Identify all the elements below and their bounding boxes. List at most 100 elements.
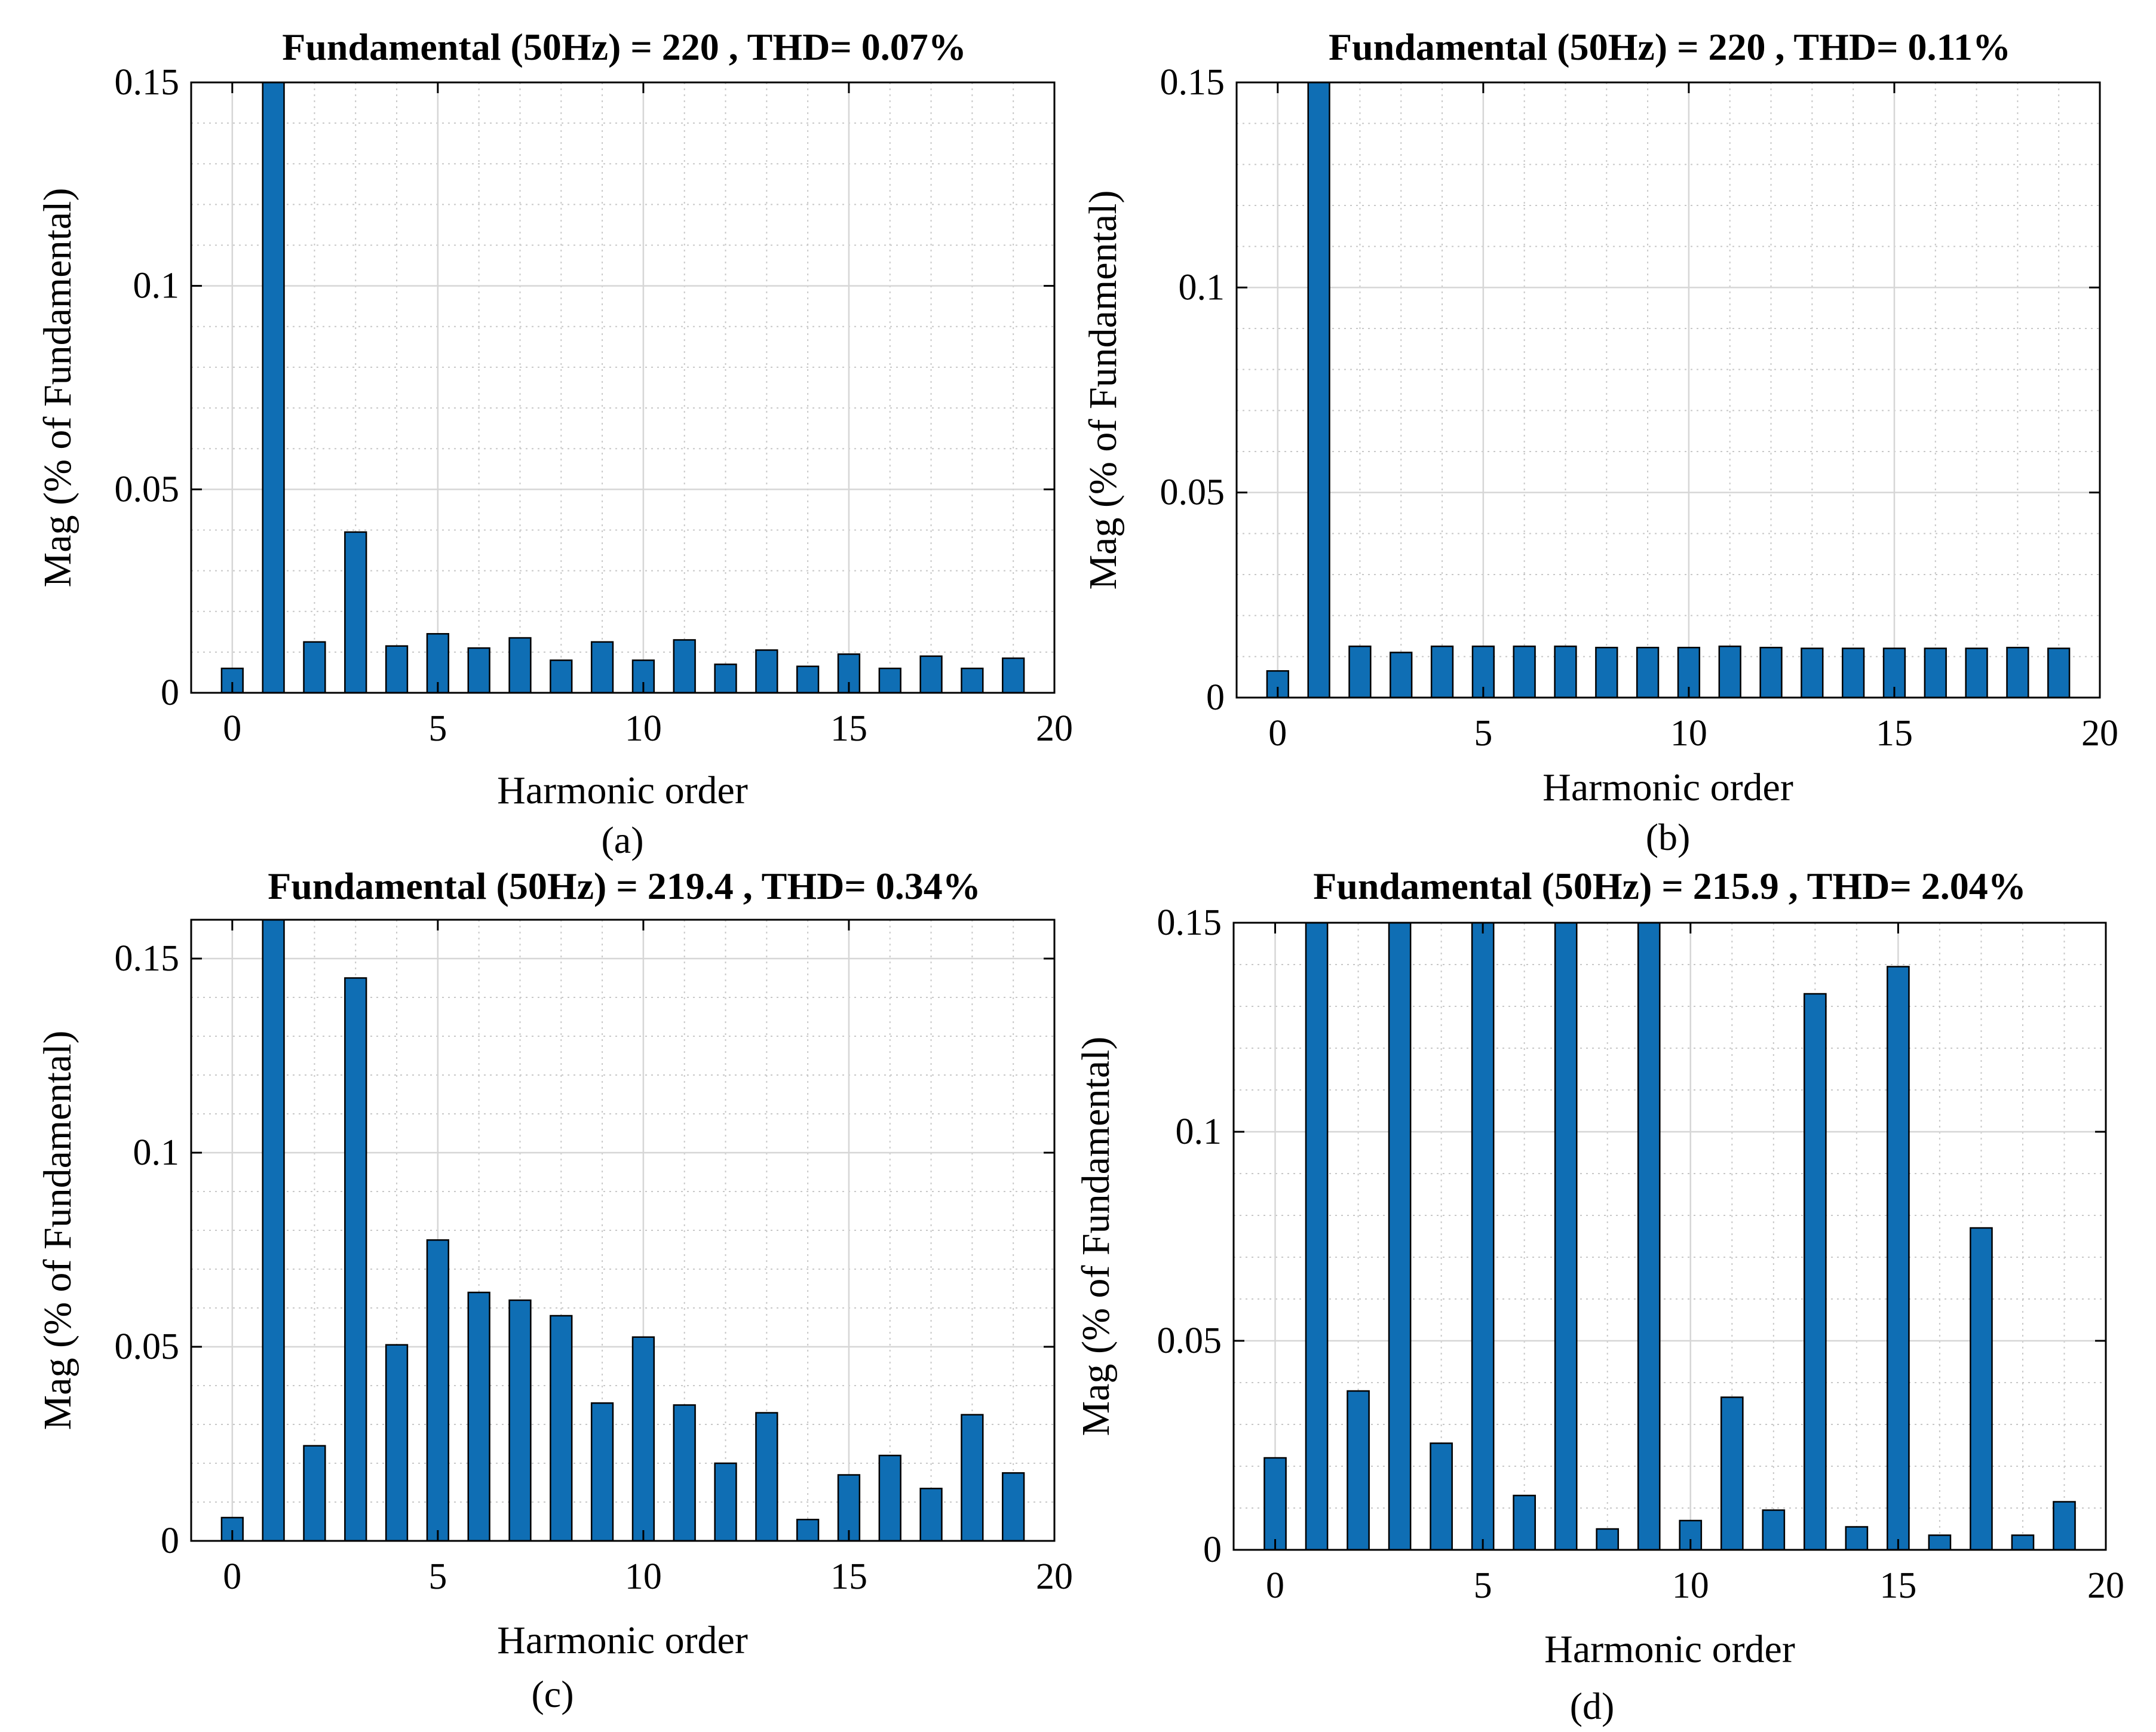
panel-b-ticks: 0 5 10 15 20 0 0.05 0.1 0.15: [1160, 62, 2119, 754]
panel-b-bar-12: [1759, 646, 1783, 699]
panel-a-bar-17: [919, 655, 943, 694]
panel-d-bars: [1263, 922, 2076, 1551]
panel-c-x-tick-label: 5: [428, 1556, 447, 1597]
panel-c-bar-8: [550, 1315, 573, 1542]
panel-b-bar-18: [2006, 646, 2029, 699]
panel-d-bar-19: [2053, 1501, 2076, 1551]
panel-b-title: Fundamental (50Hz) = 220 , THD= 0.11%: [1329, 26, 2011, 68]
panel-d-bar-2: [1347, 1390, 1370, 1551]
panel-c-bar-4: [385, 1344, 409, 1542]
panel-c-bar-14: [796, 1519, 820, 1542]
panel-a-caption: (a): [601, 819, 643, 861]
panel-d-bar-17: [1970, 1227, 1993, 1551]
panel-c-bar-18: [961, 1414, 984, 1542]
panel-c-bar-19: [1002, 1472, 1025, 1542]
panel-b-x-axis-label: Harmonic order: [1542, 766, 1793, 809]
panel-d-bar-1: [1305, 922, 1329, 1551]
panel-c-bar-12: [714, 1462, 737, 1542]
panel-d-ticks: 0 5 10 15 20 0 0.05 0.1 0.15: [1157, 902, 2125, 1606]
panel-b-x-tick-label: 5: [1474, 713, 1492, 754]
panel-d-x-tick-label: 20: [2087, 1565, 2124, 1606]
panel-b-bar-6: [1513, 645, 1536, 699]
panel-d-bar-13: [1804, 993, 1827, 1551]
panel-d-x-axis-label: Harmonic order: [1544, 1627, 1795, 1671]
panel-d-axes-box: [1232, 922, 2107, 1551]
panel-c-title: Fundamental (50Hz) = 219.4 , THD= 0.34%: [268, 865, 981, 907]
panel-a-title: Fundamental (50Hz) = 220 , THD= 0.07%: [282, 26, 967, 68]
panel-b-bar-13: [1801, 647, 1824, 699]
panel-c-y-axis-label: Mag (% of Fundamental): [36, 1031, 79, 1430]
panel-d-caption: (d): [1570, 1685, 1615, 1727]
panel-c-bar-7: [508, 1299, 532, 1542]
panel-c-bar-16: [878, 1454, 901, 1542]
panel-a-bar-1: [262, 81, 285, 694]
panel-c-bar-11: [673, 1404, 696, 1542]
panel-d-bar-16: [1928, 1534, 1952, 1551]
panel-b-x-tick-label: 0: [1268, 713, 1287, 754]
panel-a-bar-4: [385, 645, 409, 694]
panel-b-plot: 0 5 10 15 20 0 0.05 0.1 0.15: [1160, 62, 2119, 754]
panel-b-bar-11: [1718, 645, 1741, 699]
panel-b-y-tick-label: 0.05: [1160, 472, 1225, 513]
panel-d-y-tick-label: 0: [1203, 1530, 1222, 1570]
panel-c-axes-box: [190, 919, 1056, 1542]
panel-c-bar-13: [755, 1412, 778, 1542]
panel-c-bar-1: [262, 919, 285, 1542]
panel-c-bar-2: [303, 1445, 326, 1542]
panel-c-y-tick-label: 0.05: [115, 1326, 180, 1367]
panel-b-y-tick-label: 0.15: [1160, 62, 1225, 103]
panel-a-bar-19: [1002, 657, 1025, 694]
panel-d-bar-0: [1263, 1457, 1287, 1551]
panel-c-bar-17: [919, 1488, 943, 1542]
panel-c-x-tick-label: 15: [830, 1556, 867, 1597]
panel-b-bar-16: [1924, 647, 1947, 699]
panel-d-bar-7: [1554, 922, 1578, 1551]
panel-c-x-tick-label: 20: [1036, 1556, 1073, 1597]
panel-a: Fundamental (50Hz) = 220 , THD= 0.07% 0 5…: [36, 26, 1073, 861]
panel-c-x-tick-label: 0: [223, 1556, 241, 1597]
panel-b-x-tick-label: 20: [2081, 713, 2118, 754]
panel-c-y-tick-label: 0.15: [115, 938, 180, 979]
panel-b-caption: (b): [1646, 816, 1691, 858]
panel-d-bar-6: [1513, 1494, 1536, 1551]
panel-b-bar-2: [1348, 645, 1372, 699]
panel-c-bar-9: [590, 1402, 614, 1542]
panel-c: Fundamental (50Hz) = 219.4 , THD= 0.34% …: [36, 865, 1073, 1715]
panel-b-bar-1: [1307, 81, 1330, 699]
panel-a-y-tick-label: 0.1: [133, 266, 180, 306]
panel-d-y-tick-label: 0.1: [1176, 1111, 1222, 1152]
panel-d-x-tick-label: 15: [1879, 1565, 1916, 1606]
panel-d-x-tick-label: 5: [1474, 1565, 1492, 1606]
panel-c-bar-15: [837, 1474, 861, 1542]
panel-a-bars: [220, 81, 1025, 694]
panel-b-bar-7: [1554, 645, 1577, 699]
panel-a-bar-2: [303, 641, 326, 694]
panel-d-bar-5: [1471, 922, 1495, 1551]
panel-b-y-axis-label: Mag (% of Fundamental): [1081, 191, 1125, 590]
panel-a-bar-16: [878, 667, 901, 694]
panel-b-y-tick-label: 0: [1206, 677, 1225, 718]
panel-d-bar-11: [1720, 1396, 1744, 1551]
panel-b-bar-17: [1965, 647, 1988, 699]
panel-d-x-tick-label: 10: [1672, 1565, 1709, 1606]
panel-c-x-axis-label: Harmonic order: [497, 1619, 748, 1662]
panel-b-x-tick-label: 10: [1670, 713, 1707, 754]
panel-b-bars: [1266, 81, 2071, 699]
panel-a-bar-14: [796, 665, 820, 694]
panel-a-ticks: 0 5 10 15 20 0 0.05 0.1 0.15: [115, 62, 1074, 749]
panel-b-bar-8: [1595, 646, 1618, 699]
panel-c-bar-3: [344, 977, 367, 1542]
panel-b-bar-3: [1390, 652, 1413, 699]
panel-b-bar-14: [1842, 647, 1865, 699]
panel-c-ticks: 0 5 10 15 20 0 0.05 0.1 0.15: [115, 920, 1073, 1597]
panel-a-x-tick-label: 0: [223, 708, 241, 749]
panel-b-axes-box: [1235, 81, 2101, 699]
panel-a-y-axis-label: Mag (% of Fundamental): [36, 188, 79, 588]
panel-d-bar-4: [1430, 1442, 1453, 1551]
panel-c-caption: (c): [531, 1673, 573, 1715]
panel-c-bar-10: [631, 1336, 655, 1542]
panel-b-bar-4: [1430, 645, 1454, 699]
panel-d-x-tick-label: 0: [1266, 1565, 1284, 1606]
panel-a-bar-9: [590, 641, 614, 694]
